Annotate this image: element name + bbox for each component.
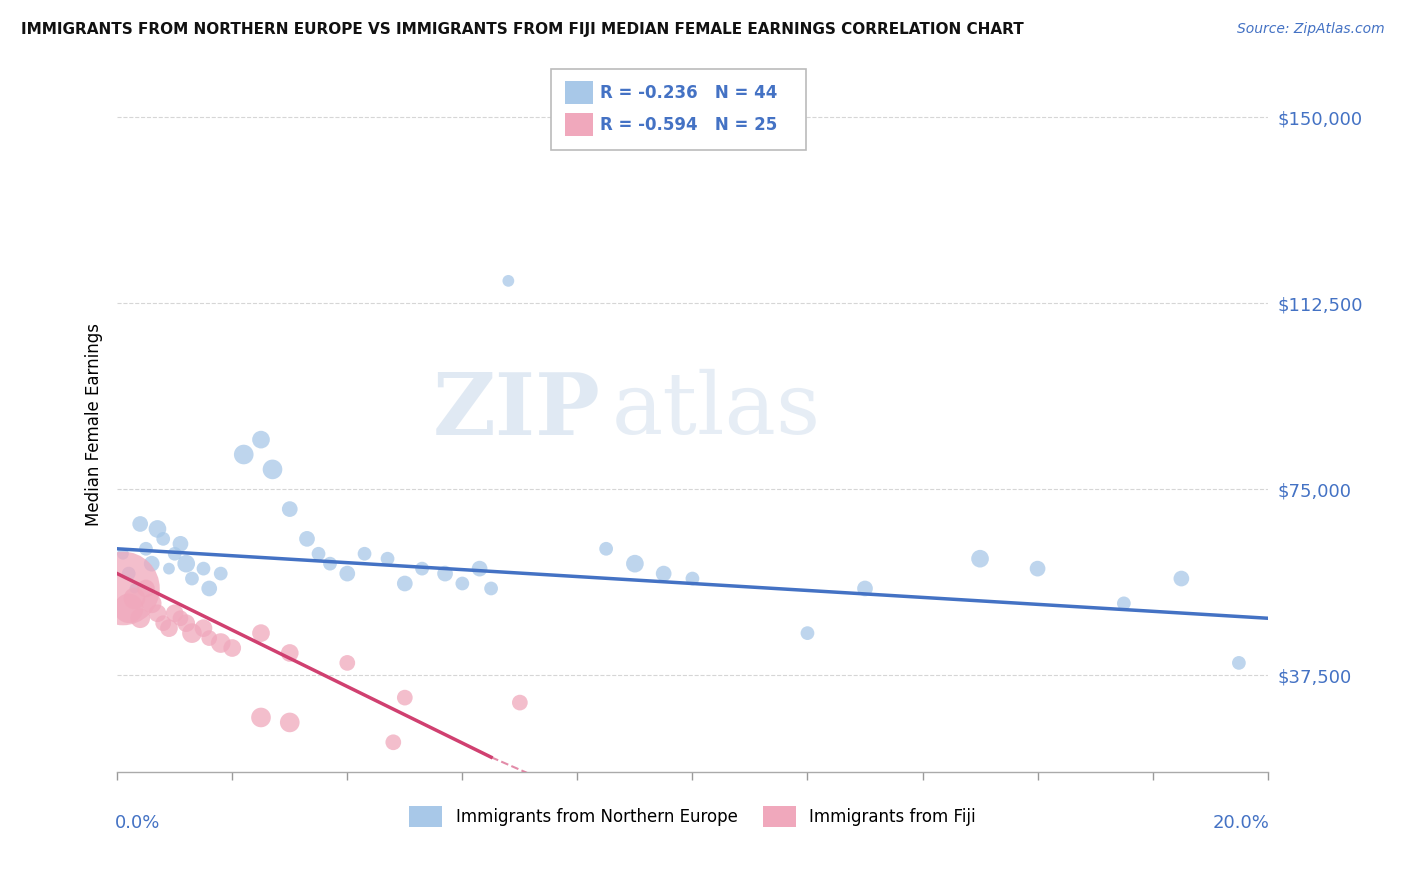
Point <box>163 547 186 561</box>
Point <box>1026 561 1049 575</box>
Point <box>319 557 342 571</box>
Point <box>394 576 416 591</box>
Point <box>652 566 675 581</box>
Point <box>129 611 152 625</box>
Point <box>853 582 876 596</box>
Point <box>181 572 204 586</box>
Point <box>146 607 169 621</box>
Point <box>250 433 273 447</box>
Point <box>411 561 433 575</box>
Point <box>221 640 243 655</box>
Point <box>1112 596 1135 610</box>
Point <box>624 557 647 571</box>
Text: ZIP: ZIP <box>433 369 600 453</box>
Point <box>129 516 152 531</box>
Point <box>111 582 134 596</box>
Point <box>152 616 174 631</box>
Point <box>169 537 191 551</box>
Point <box>174 557 197 571</box>
Legend: Immigrants from Northern Europe, Immigrants from Fiji: Immigrants from Northern Europe, Immigra… <box>402 799 983 833</box>
Point <box>353 547 375 561</box>
Point <box>394 690 416 705</box>
Point <box>118 601 141 615</box>
Point <box>479 582 502 596</box>
Point <box>382 735 405 749</box>
Point <box>157 561 180 575</box>
Point <box>135 582 157 596</box>
Point <box>509 696 531 710</box>
Point <box>232 448 254 462</box>
Point <box>336 566 359 581</box>
Point <box>111 547 134 561</box>
Point <box>377 551 399 566</box>
Point <box>174 616 197 631</box>
Point <box>434 566 457 581</box>
Point <box>278 715 301 730</box>
Text: Source: ZipAtlas.com: Source: ZipAtlas.com <box>1237 22 1385 37</box>
Point <box>796 626 818 640</box>
Point <box>451 576 474 591</box>
Point <box>295 532 318 546</box>
Point <box>169 611 191 625</box>
Text: R = -0.236   N = 44: R = -0.236 N = 44 <box>600 84 778 102</box>
Point <box>262 462 284 476</box>
Point <box>124 582 146 596</box>
Point <box>250 710 273 724</box>
Point <box>146 522 169 536</box>
Point <box>118 566 141 581</box>
Point <box>1170 572 1192 586</box>
Point <box>198 582 221 596</box>
Point <box>681 572 703 586</box>
Point <box>278 502 301 516</box>
Point <box>152 532 174 546</box>
Text: atlas: atlas <box>612 369 821 452</box>
Point <box>969 551 991 566</box>
Point <box>595 541 617 556</box>
Point <box>193 561 215 575</box>
Point <box>141 596 163 610</box>
Point <box>308 547 330 561</box>
Point <box>250 626 273 640</box>
Text: 0.0%: 0.0% <box>115 814 160 831</box>
Point <box>336 656 359 670</box>
Text: IMMIGRANTS FROM NORTHERN EUROPE VS IMMIGRANTS FROM FIJI MEDIAN FEMALE EARNINGS C: IMMIGRANTS FROM NORTHERN EUROPE VS IMMIG… <box>21 22 1024 37</box>
Point <box>124 591 146 606</box>
Point <box>209 636 232 650</box>
Y-axis label: Median Female Earnings: Median Female Earnings <box>86 323 103 526</box>
Point <box>278 646 301 660</box>
Text: R = -0.594   N = 25: R = -0.594 N = 25 <box>600 116 778 134</box>
Point <box>1227 656 1250 670</box>
Point <box>198 631 221 645</box>
Point <box>135 541 157 556</box>
Point <box>193 621 215 635</box>
Text: 20.0%: 20.0% <box>1213 814 1270 831</box>
Point <box>181 626 204 640</box>
Point <box>209 566 232 581</box>
Point <box>498 274 520 288</box>
Point <box>163 607 186 621</box>
Point <box>157 621 180 635</box>
Point <box>141 557 163 571</box>
Point <box>468 561 491 575</box>
